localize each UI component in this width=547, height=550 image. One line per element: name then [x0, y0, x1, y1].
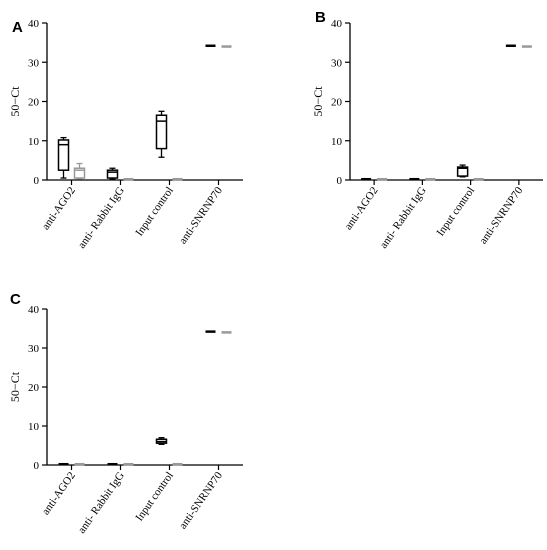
box-plot	[155, 437, 168, 445]
y-tick-label: 20	[28, 382, 40, 394]
category-label: anti-SNRNP70	[177, 469, 225, 531]
panel-letter: A	[12, 19, 23, 36]
y-axis-label: 50−Ct	[311, 86, 325, 117]
y-tick-label: 20	[28, 97, 40, 109]
box-rect	[155, 114, 168, 150]
y-tick-label: 40	[28, 304, 40, 316]
category-label: anti- Rabbit IgG	[76, 470, 127, 536]
y-tick-label: 10	[28, 136, 40, 148]
category-label: anti-AGO2	[40, 470, 78, 517]
y-axis-label: 50−Ct	[8, 86, 22, 117]
y-tick-label: 10	[28, 421, 40, 433]
category-label: anti-AGO2	[40, 185, 78, 232]
panel-letter: B	[315, 9, 326, 26]
category-label: anti-AGO2	[342, 185, 380, 232]
category-label: Input control	[133, 185, 176, 239]
y-tick-label: 30	[28, 57, 40, 69]
y-tick-label: 0	[34, 460, 40, 472]
box-plot	[57, 136, 70, 179]
box-plot	[456, 164, 469, 178]
category-label: Input control	[133, 470, 176, 524]
y-tick-label: 40	[28, 18, 40, 30]
category-label: anti- Rabbit IgG	[378, 185, 429, 251]
box-rect	[73, 167, 86, 179]
y-tick-label: 30	[331, 57, 343, 69]
box-plot	[106, 167, 119, 180]
y-axis-label: 50−Ct	[8, 371, 22, 402]
box-rect	[456, 166, 469, 177]
y-tick-label: 40	[331, 18, 343, 30]
y-tick-label: 0	[34, 175, 40, 187]
y-tick-label: 0	[337, 175, 343, 187]
category-label: anti- Rabbit IgG	[76, 185, 127, 251]
y-tick-label: 20	[331, 97, 343, 109]
y-tick-label: 30	[28, 343, 40, 355]
category-label: anti-SNRNP70	[477, 184, 525, 246]
box-plot	[73, 162, 86, 180]
category-label: anti-SNRNP70	[177, 184, 225, 246]
box-plot	[155, 110, 168, 158]
y-tick-label: 10	[331, 136, 343, 148]
box-rect	[57, 139, 70, 171]
box-rect	[106, 169, 119, 179]
panel-letter: C	[10, 291, 21, 308]
category-label: Input control	[434, 185, 477, 239]
